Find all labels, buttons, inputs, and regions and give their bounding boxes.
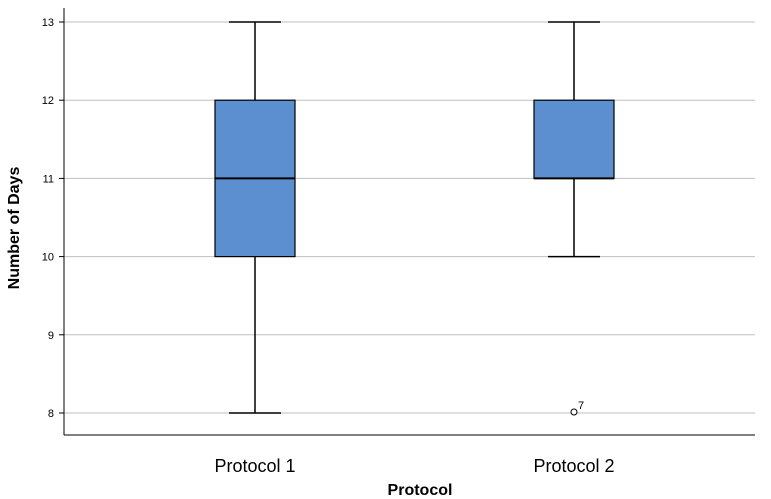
box-protocol-2: 7 — [533, 21, 615, 416]
outlier-label-protocol-2-0: 7 — [578, 400, 584, 412]
y-tick-label-9: 9 — [48, 330, 54, 342]
y-tick-label-12: 12 — [42, 95, 54, 107]
gridlines — [64, 21, 755, 414]
box-protocol-1 — [214, 21, 296, 414]
y-tick-label-8: 8 — [48, 408, 54, 420]
outlier-point-protocol-2-0 — [570, 408, 578, 416]
y-tick-label-10: 10 — [42, 252, 54, 264]
y-tick-label-13: 13 — [42, 17, 54, 29]
labels: 8 9 10 11 12 13 Protocol 1 Protocol 2 — [42, 17, 615, 476]
x-category-label-protocol-2: Protocol 2 — [533, 456, 614, 476]
boxes: 7 — [214, 21, 615, 416]
y-tick-label-11: 11 — [43, 173, 54, 185]
axes — [59, 8, 755, 436]
iqr-box-protocol-2 — [533, 99, 615, 179]
x-axis-title: Protocol — [388, 482, 453, 499]
x-category-label-protocol-1: Protocol 1 — [214, 456, 295, 476]
y-axis-title: Number of Days — [6, 167, 23, 290]
